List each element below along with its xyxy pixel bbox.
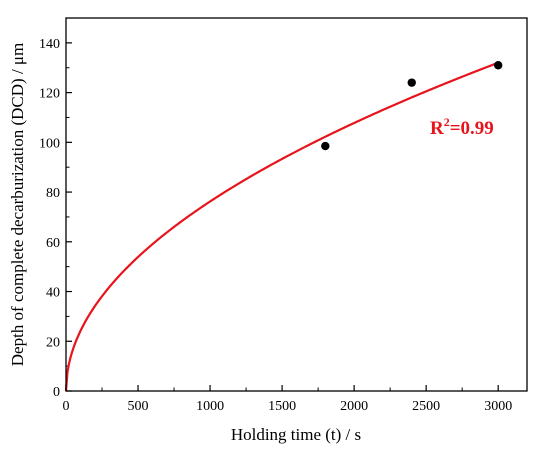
x-axis-label: Holding time (t) / s: [231, 425, 361, 444]
y-tick-label-140: 140: [39, 37, 60, 52]
r-squared-sup: 2: [444, 115, 450, 129]
data-point-3000: [493, 61, 503, 70]
r-squared-annotation: R2=0.99: [430, 115, 494, 139]
points-layer: [321, 61, 503, 151]
y-tick-label-60: 60: [46, 236, 60, 251]
ticks-layer: 0 500 1000 1500 2000 2500 3000 0 20 40 60 80 100 120 1…: [39, 37, 512, 414]
x-tick-label-1000: 1000: [196, 399, 224, 414]
fit-curve: [64, 61, 499, 392]
plot-frame: [65, 17, 528, 392]
y-tick-label-120: 120: [39, 87, 60, 102]
y-tick-label-40: 40: [46, 286, 60, 301]
r-squared-value: =0.99: [450, 118, 494, 139]
x-tick-label-2000: 2000: [340, 399, 368, 414]
y-tick-label-80: 80: [46, 186, 60, 201]
fit-layer: [64, 61, 499, 392]
data-point-1800: [321, 141, 330, 151]
y-tick-label-100: 100: [39, 136, 60, 151]
x-tick-label-3000: 3000: [484, 399, 512, 414]
data-point-2400: [407, 78, 416, 87]
x-tick-label-2500: 2500: [412, 399, 440, 414]
r-squared-base: R: [430, 118, 444, 139]
y-tick-label-0: 0: [53, 385, 60, 400]
x-tick-label-0: 0: [63, 399, 70, 414]
y-tick-label-20: 20: [46, 335, 60, 350]
x-tick-label-500: 500: [128, 399, 149, 414]
x-tick-label-1500: 1500: [268, 399, 296, 414]
y-axis-label: Depth of complete decarburization (DCD) …: [8, 43, 27, 367]
